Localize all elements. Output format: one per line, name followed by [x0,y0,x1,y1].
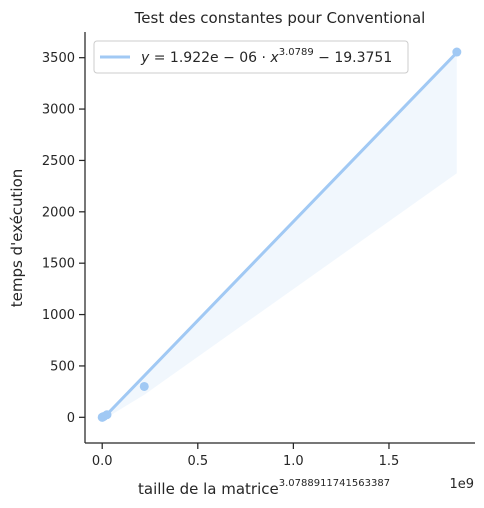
x-axis-label: taille de la matrice [138,480,279,498]
data-point-5 [452,47,462,57]
x-axis-title: taille de la matrice3.0788911741563387 [138,478,390,498]
y-tick-label-1: 500 [50,359,75,374]
y-tick-label-2: 1000 [42,308,75,323]
legend: y = 1.922e − 06 · x3.0789 − 19.3751 [93,40,409,74]
y-tick-label-5: 2500 [42,154,75,169]
x-tick-label-3: 1.5 [379,454,400,469]
y-tick-label-4: 2000 [42,205,75,220]
x-tick-label-0: 0.0 [92,454,113,469]
y-tick-label-0: 0 [67,411,75,426]
data-point-3 [102,410,112,420]
data-points [97,47,462,422]
data-point-4 [139,381,149,391]
y-tick-label-6: 3000 [42,103,75,118]
x-tick-label-1: 0.5 [187,454,208,469]
plot-area [97,47,462,422]
y-ticks: 0 500 1000 1500 2000 2500 3000 3500 [42,51,85,426]
chart-title: Test des constantes pour Conventional [134,9,426,27]
x-axis-exponent: 3.0788911741563387 [279,478,390,489]
legend-entry: y = 1.922e − 06 · x3.0789 − 19.3751 [140,47,392,66]
regression-line [101,51,458,421]
x-ticks: 0.0 0.5 1.0 1.5 [92,443,399,469]
y-axis-title: temps d'exécution [8,169,26,308]
x-tick-label-2: 1.0 [283,454,304,469]
y-tick-label-3: 1500 [42,257,75,272]
x-offset-label: 1e9 [449,477,474,492]
legend-box [93,40,409,74]
y-tick-label-7: 3500 [42,51,75,66]
